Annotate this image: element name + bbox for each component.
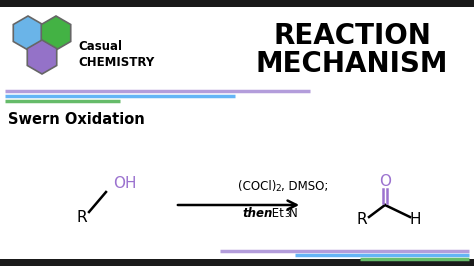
Text: CHEMISTRY: CHEMISTRY bbox=[78, 56, 154, 69]
Polygon shape bbox=[27, 40, 57, 74]
Text: Swern Oxidation: Swern Oxidation bbox=[8, 112, 145, 127]
Text: R: R bbox=[357, 213, 367, 227]
Text: MECHANISM: MECHANISM bbox=[256, 50, 448, 78]
Polygon shape bbox=[41, 16, 71, 50]
Text: REACTION: REACTION bbox=[273, 22, 431, 50]
Bar bbox=[0, 259, 474, 266]
Text: , DMSO;: , DMSO; bbox=[281, 180, 328, 193]
Text: 3: 3 bbox=[284, 210, 290, 219]
Text: Casual: Casual bbox=[78, 40, 122, 53]
Text: OH: OH bbox=[113, 176, 137, 190]
Text: 2: 2 bbox=[275, 184, 281, 193]
Polygon shape bbox=[13, 16, 43, 50]
Bar bbox=[0, 0, 474, 7]
Text: Et: Et bbox=[268, 207, 284, 220]
Text: R: R bbox=[77, 210, 87, 226]
Text: then: then bbox=[243, 207, 273, 220]
Text: N: N bbox=[289, 207, 298, 220]
Text: (COCl): (COCl) bbox=[238, 180, 276, 193]
Text: O: O bbox=[379, 174, 391, 189]
Text: H: H bbox=[409, 213, 421, 227]
